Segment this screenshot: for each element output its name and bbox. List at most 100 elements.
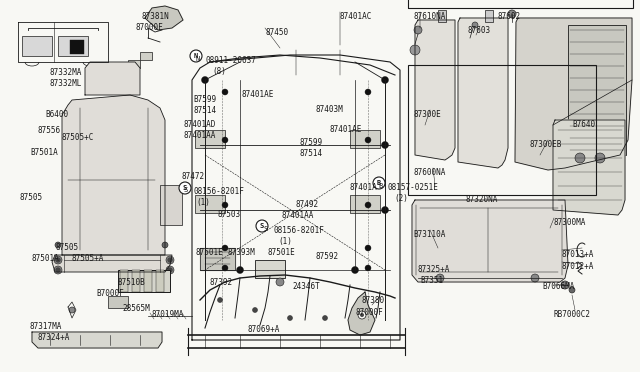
Text: 87019MA: 87019MA	[152, 310, 184, 319]
Text: 87013+A: 87013+A	[562, 250, 595, 259]
Circle shape	[218, 298, 223, 302]
Text: (1): (1)	[196, 198, 210, 207]
Text: N: N	[195, 56, 199, 62]
Text: 87602: 87602	[498, 12, 521, 21]
Circle shape	[69, 307, 75, 313]
Text: (1): (1)	[278, 237, 292, 246]
Circle shape	[222, 89, 228, 95]
Text: 87000F: 87000F	[355, 308, 383, 317]
Text: N: N	[194, 53, 198, 59]
Text: 87450: 87450	[265, 28, 288, 37]
Text: S: S	[260, 223, 264, 229]
Bar	[255, 260, 285, 278]
Bar	[58, 36, 88, 56]
Circle shape	[222, 265, 228, 271]
Polygon shape	[200, 248, 235, 270]
Text: B7000F: B7000F	[96, 289, 124, 298]
Text: 87505: 87505	[56, 243, 79, 252]
Text: 87380: 87380	[362, 296, 385, 305]
Bar	[120, 270, 128, 292]
Text: B: B	[377, 180, 381, 186]
Circle shape	[168, 258, 172, 262]
Bar	[568, 25, 626, 155]
Text: (8): (8)	[212, 67, 226, 76]
Circle shape	[575, 153, 585, 163]
Circle shape	[472, 22, 478, 28]
Circle shape	[54, 266, 62, 274]
Circle shape	[202, 77, 209, 83]
Text: 87610NA: 87610NA	[413, 12, 445, 21]
Text: S: S	[263, 226, 268, 232]
Text: 87300E: 87300E	[413, 110, 441, 119]
Text: 87501E: 87501E	[268, 248, 296, 257]
Polygon shape	[553, 120, 625, 215]
Text: 87320NA: 87320NA	[466, 195, 499, 204]
Bar	[408, 65, 596, 195]
Bar	[118, 270, 170, 292]
Circle shape	[381, 141, 388, 148]
Text: 87514: 87514	[193, 106, 216, 115]
Circle shape	[561, 281, 569, 289]
Text: 24346T: 24346T	[292, 282, 320, 291]
Circle shape	[410, 45, 420, 55]
Bar	[96, 64, 110, 72]
Text: 87503: 87503	[218, 210, 241, 219]
Text: 87472: 87472	[182, 172, 205, 181]
Text: B7599: B7599	[193, 95, 216, 104]
Circle shape	[381, 77, 388, 83]
Bar	[195, 130, 225, 148]
Polygon shape	[412, 200, 568, 282]
Circle shape	[414, 26, 422, 34]
Circle shape	[365, 202, 371, 208]
Circle shape	[222, 202, 228, 208]
Text: B7640: B7640	[572, 120, 595, 129]
Circle shape	[365, 245, 371, 251]
Circle shape	[237, 266, 243, 273]
Circle shape	[179, 182, 191, 194]
Bar	[22, 36, 52, 56]
Text: 87514: 87514	[300, 149, 323, 158]
Circle shape	[287, 315, 292, 321]
Text: B7066MA: B7066MA	[542, 282, 574, 291]
Text: 08911-20637: 08911-20637	[205, 56, 256, 65]
Polygon shape	[415, 20, 455, 160]
Text: 08156-8201F: 08156-8201F	[193, 187, 244, 196]
Text: 87505: 87505	[20, 193, 43, 202]
Text: S: S	[183, 187, 188, 193]
Bar	[70, 40, 84, 54]
Circle shape	[360, 313, 364, 317]
Circle shape	[381, 206, 388, 214]
Text: 87069+A: 87069+A	[248, 325, 280, 334]
Circle shape	[168, 268, 172, 272]
Circle shape	[365, 137, 371, 143]
Text: 08157-0251E: 08157-0251E	[388, 183, 439, 192]
Text: 87505+A: 87505+A	[72, 254, 104, 263]
Bar	[485, 10, 493, 22]
Text: 87401AC: 87401AC	[340, 12, 372, 21]
Text: 87325+A: 87325+A	[418, 265, 451, 274]
Circle shape	[355, 308, 360, 312]
Bar	[144, 270, 152, 292]
Text: B7351: B7351	[420, 276, 443, 285]
Circle shape	[54, 256, 62, 264]
Text: 87492: 87492	[295, 200, 318, 209]
Text: (2): (2)	[394, 194, 408, 203]
Text: 87300MA: 87300MA	[554, 218, 586, 227]
Circle shape	[190, 50, 202, 62]
Circle shape	[436, 274, 444, 282]
Text: 87401AA: 87401AA	[282, 211, 314, 220]
Polygon shape	[145, 6, 183, 30]
Circle shape	[56, 258, 60, 262]
Text: 87401AE: 87401AE	[242, 90, 275, 99]
Bar	[438, 10, 446, 22]
Text: 87403M: 87403M	[315, 105, 343, 114]
Circle shape	[166, 256, 174, 264]
Text: 87603: 87603	[468, 26, 491, 35]
Circle shape	[373, 177, 385, 189]
Polygon shape	[62, 95, 165, 255]
Text: 08156-8201F: 08156-8201F	[273, 226, 324, 235]
Text: 87300EB: 87300EB	[530, 140, 563, 149]
Circle shape	[365, 89, 371, 95]
Bar	[132, 270, 140, 292]
Text: 87505+C: 87505+C	[62, 133, 94, 142]
